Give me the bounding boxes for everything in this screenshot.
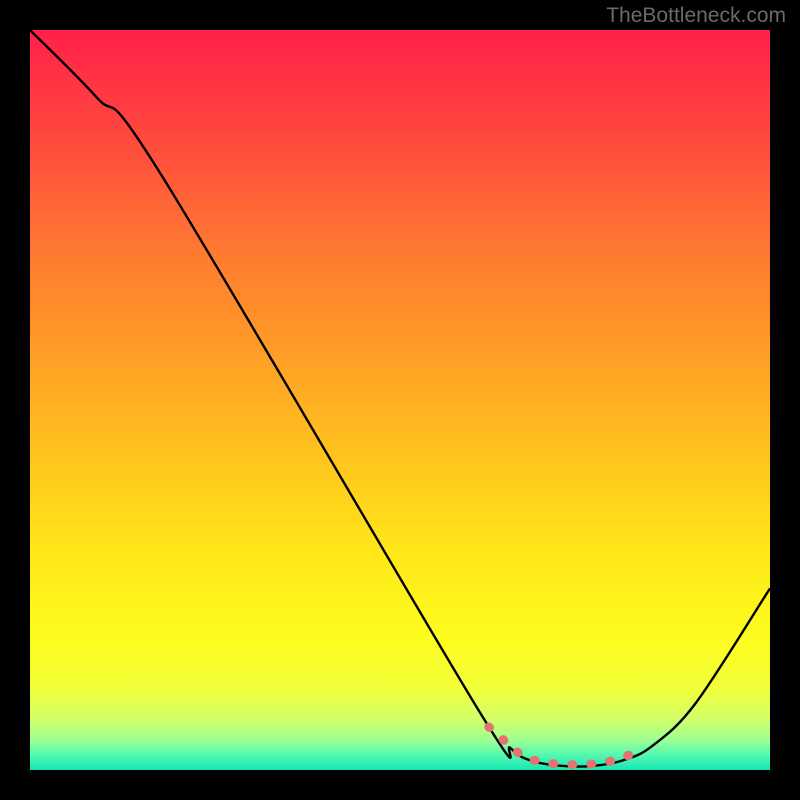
bottleneck-curve <box>30 30 770 767</box>
curve-layer <box>30 30 770 770</box>
watermark-text: TheBottleneck.com <box>606 4 786 28</box>
plot-area <box>30 30 770 770</box>
optimal-highlight-band <box>489 727 637 765</box>
chart-container: TheBottleneck.com <box>0 0 800 800</box>
